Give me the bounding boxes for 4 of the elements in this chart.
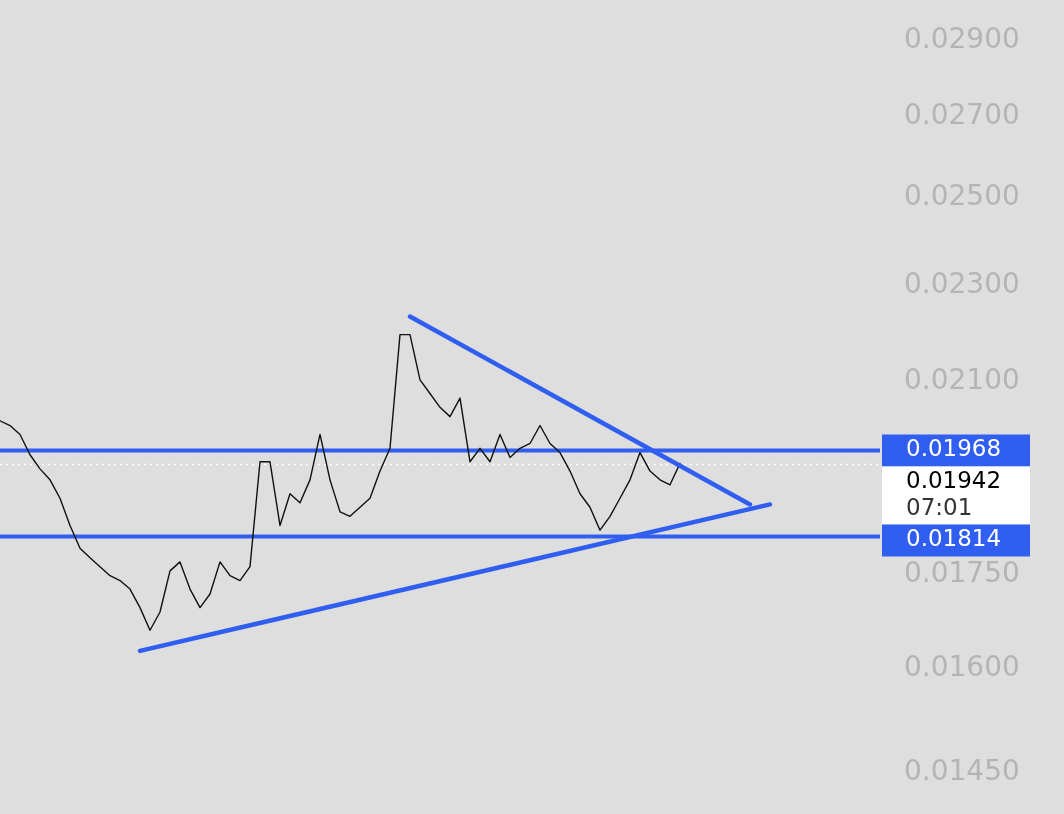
ref-line-label: 0.01814 xyxy=(906,525,1002,552)
ref-line-label: 0.01942 xyxy=(906,467,1002,494)
ref-line-label: 0.01968 xyxy=(906,435,1002,462)
text: 07:01 xyxy=(906,494,973,521)
